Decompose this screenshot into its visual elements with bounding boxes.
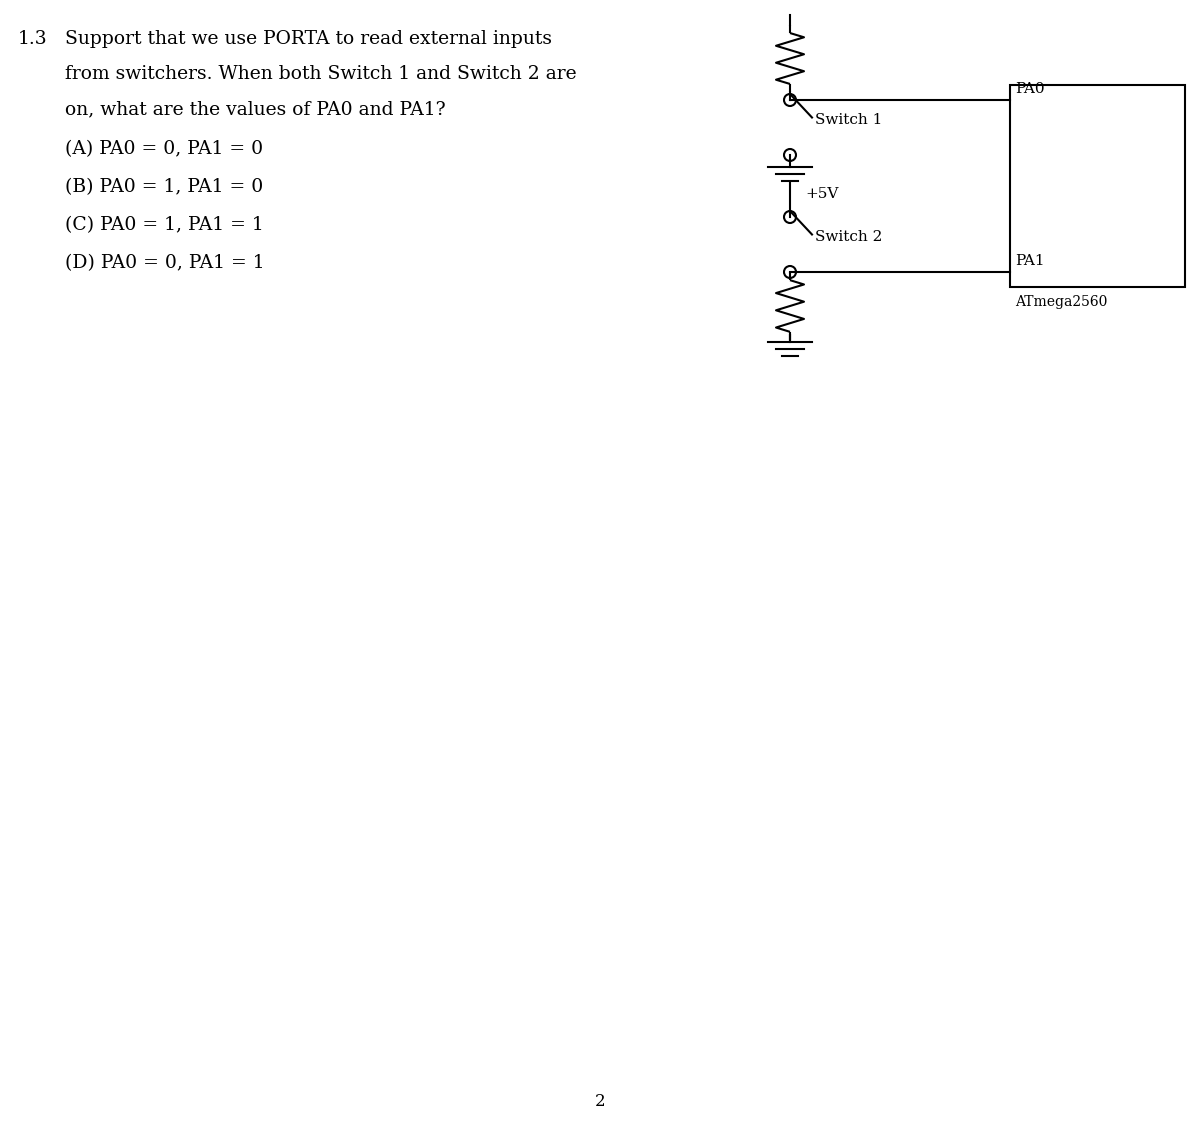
Text: ATmega2560: ATmega2560 bbox=[1015, 294, 1108, 309]
Text: (A) PA0 = 0, PA1 = 0: (A) PA0 = 0, PA1 = 0 bbox=[65, 140, 263, 158]
Text: Switch 2: Switch 2 bbox=[815, 230, 882, 243]
Text: 2: 2 bbox=[595, 1094, 605, 1111]
Text: (D) PA0 = 0, PA1 = 1: (D) PA0 = 0, PA1 = 1 bbox=[65, 254, 265, 272]
Text: +5V: +5V bbox=[805, 186, 839, 201]
Text: Switch 1: Switch 1 bbox=[815, 113, 882, 126]
Text: on, what are the values of PA0 and PA1?: on, what are the values of PA0 and PA1? bbox=[65, 100, 445, 118]
Text: PA0: PA0 bbox=[1015, 82, 1045, 96]
Text: Support that we use PORTA to read external inputs: Support that we use PORTA to read extern… bbox=[65, 30, 552, 48]
Text: 1.3: 1.3 bbox=[18, 30, 48, 48]
Text: PA1: PA1 bbox=[1015, 254, 1045, 268]
Bar bbox=[1010, 85, 1186, 287]
Text: (C) PA0 = 1, PA1 = 1: (C) PA0 = 1, PA1 = 1 bbox=[65, 216, 264, 234]
Text: (B) PA0 = 1, PA1 = 0: (B) PA0 = 1, PA1 = 0 bbox=[65, 179, 263, 196]
Text: from switchers. When both Switch 1 and Switch 2 are: from switchers. When both Switch 1 and S… bbox=[65, 65, 577, 83]
